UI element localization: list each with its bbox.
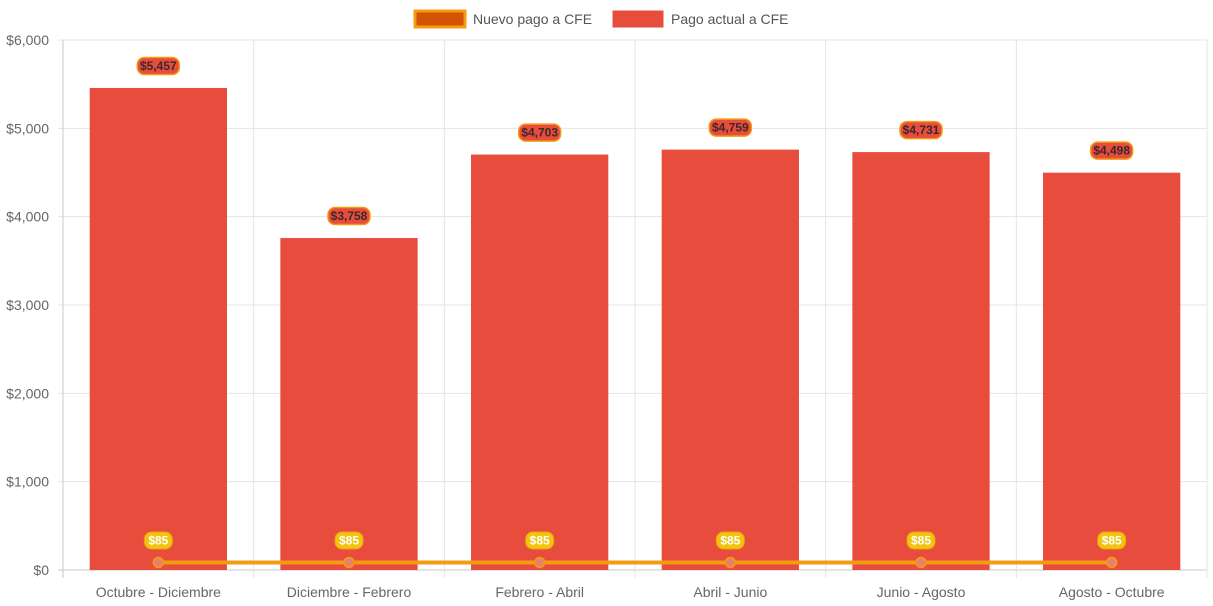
line-series [152, 556, 1118, 569]
bar-data-label-badge [899, 120, 943, 140]
line-point[interactable] [1105, 556, 1118, 569]
line-point[interactable] [724, 556, 737, 569]
bar-series [89, 87, 1181, 570]
x-tick-label: Diciembre - Febrero [287, 584, 412, 600]
bar-data-label: $4,703 [521, 126, 558, 140]
line-data-label-badge [715, 531, 745, 550]
bar-data-label-badge [1089, 141, 1134, 160]
y-tick-label: $3,000 [6, 297, 49, 313]
y-tick-label: $6,000 [6, 32, 49, 48]
bar-data-label: $4,498 [1093, 144, 1130, 158]
bar-data-label: $5,457 [140, 59, 177, 73]
bar[interactable] [280, 238, 418, 570]
line-data-label: $85 [530, 533, 550, 547]
legend-swatch-pago-actual [612, 10, 664, 28]
bar-data-label-badge [327, 206, 371, 226]
line-data-label-badge [525, 531, 555, 550]
bar[interactable] [471, 154, 609, 570]
x-tick-label: Agosto - Octubre [1059, 584, 1165, 600]
bar-data-label-badge [708, 118, 753, 137]
bar-data-label: $3,758 [331, 209, 368, 223]
grid-lines [58, 39, 1208, 578]
bar-data-labels: $5,457 $3,758 $4,703 $4,759 $4,731 $4,498 [136, 56, 1134, 226]
legend-label-nuevo-pago: Nuevo pago a CFE [473, 11, 592, 27]
line-data-label: $85 [1102, 533, 1122, 547]
legend-item-pago-actual[interactable]: Pago actual a CFE [612, 10, 789, 28]
bar-data-label-badge [136, 56, 181, 76]
bar[interactable] [852, 152, 990, 570]
y-tick-label: $4,000 [6, 209, 49, 225]
x-tick-label: Octubre - Diciembre [96, 584, 221, 600]
legend-swatch-nuevo-pago [413, 9, 467, 29]
bar-data-label: $4,731 [903, 123, 940, 137]
y-tick-label: $1,000 [6, 474, 49, 490]
line-data-label-badge [1097, 531, 1127, 550]
x-tick-label: Junio - Agosto [877, 584, 966, 600]
bar-data-label: $4,759 [712, 121, 749, 135]
y-tick-label: $5,000 [6, 120, 49, 136]
y-tick-label: $0 [33, 562, 49, 578]
legend: Nuevo pago a CFE Pago actual a CFE [413, 9, 789, 29]
legend-label-pago-actual: Pago actual a CFE [671, 11, 789, 27]
x-axis-tick-labels: Octubre - Diciembre Diciembre - Febrero Fe… [96, 584, 1165, 600]
line-data-label: $85 [911, 533, 931, 547]
line-data-label: $85 [339, 533, 359, 547]
bar[interactable] [661, 149, 799, 570]
line-data-label: $85 [720, 533, 740, 547]
line-point[interactable] [152, 556, 165, 569]
line-data-label-badge [334, 531, 364, 550]
y-tick-label: $2,000 [6, 385, 49, 401]
y-axis-tick-labels: $0 $1,000 $2,000 $3,000 $4,000 $5,000 $6,000 [6, 32, 49, 578]
line-data-label-badge [143, 531, 173, 550]
line-data-label: $85 [148, 533, 168, 547]
bar-data-label-badge [517, 123, 562, 142]
legend-item-nuevo-pago[interactable]: Nuevo pago a CFE [413, 9, 592, 29]
bar[interactable] [1043, 172, 1181, 570]
line-data-labels: $85 $85 $85 $85 $85 $85 [143, 531, 1127, 550]
line-data-label-badge [906, 531, 936, 550]
line-point[interactable] [343, 556, 355, 569]
line-point[interactable] [533, 556, 546, 569]
x-tick-label: Abril - Junio [693, 584, 767, 600]
bar[interactable] [89, 87, 227, 570]
x-tick-label: Febrero - Abril [495, 584, 584, 600]
line-point[interactable] [915, 556, 927, 569]
